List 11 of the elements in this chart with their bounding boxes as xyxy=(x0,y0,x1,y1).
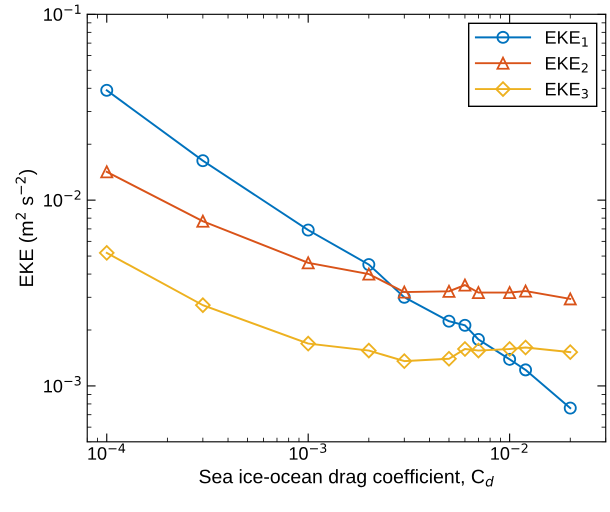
y-tick-label: 10$^{−2}$ xyxy=(44,190,80,207)
legend-label: EKE$_{2}$ xyxy=(546,57,588,72)
y-tick-label: 10$^{−1}$ xyxy=(44,4,81,21)
x-tick-label: 10$^{−2}$ xyxy=(491,443,528,460)
y-tick-label: 10$^{−3}$ xyxy=(44,376,81,393)
legend-label: EKE$_{3}$ xyxy=(546,82,588,98)
x-axis-title: Sea ice-ocean drag coefficient, C$_{d}$ xyxy=(199,469,494,488)
y-axis-title: EKE (m$^{2}$ s$^{−2}$) xyxy=(15,170,38,286)
legend-label: EKE$_{1}$ xyxy=(546,31,588,47)
x-tick-label: 10$^{−4}$ xyxy=(88,444,126,460)
x-tick-label: 10$^{−3}$ xyxy=(290,443,326,460)
